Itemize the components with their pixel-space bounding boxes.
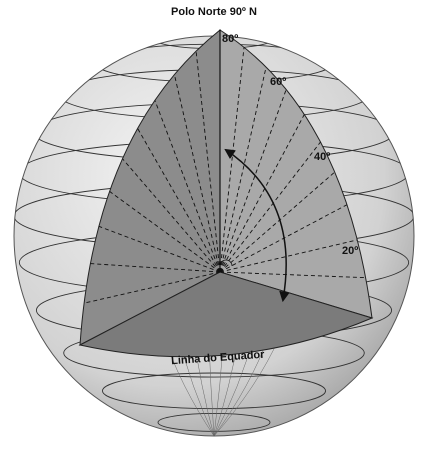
latitude-ray — [122, 158, 221, 273]
latitude-ray — [219, 171, 336, 273]
latitude-ray — [219, 89, 287, 273]
latitude-label: 60º — [270, 76, 286, 88]
latitude-ray — [219, 141, 321, 273]
latitude-ray — [90, 263, 221, 273]
equator-plane — [78, 271, 374, 358]
parallel — [101, 372, 327, 410]
latitude-label: 80º — [222, 33, 238, 45]
latitude-ray — [109, 191, 221, 273]
meridian-plane-left — [79, 28, 221, 346]
latitude-ray — [98, 225, 221, 273]
angle-arrow — [224, 148, 290, 303]
latitude-ray — [195, 51, 221, 273]
latitude-ray — [83, 271, 221, 304]
latitude-ray — [173, 74, 221, 273]
latitude-label: 20º — [342, 245, 358, 257]
north-pole-label: Polo Norte 90º N — [171, 6, 257, 18]
latitude-ray — [154, 100, 221, 273]
latitude-label: 40º — [314, 151, 330, 163]
parallel — [157, 412, 271, 432]
